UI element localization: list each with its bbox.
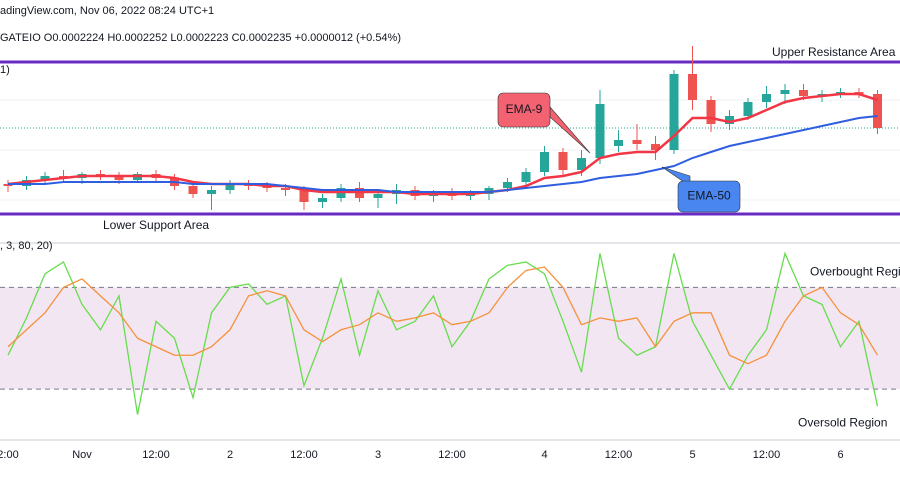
candle-body — [114, 176, 124, 180]
indicator-legend: , 3, 80, 20) — [0, 240, 53, 252]
candle-body — [780, 90, 790, 94]
candle-body — [188, 186, 198, 194]
callout-label: EMA-9 — [506, 102, 543, 116]
candle-body — [577, 158, 586, 170]
callout-box — [497, 92, 551, 128]
ema-line — [8, 115, 878, 193]
indicator-legend: 1) — [0, 64, 10, 76]
x-tick-label: 12:00 — [605, 449, 633, 461]
candle-body — [799, 90, 808, 96]
candle-body — [503, 182, 512, 188]
candle-body — [281, 188, 290, 190]
header-quote: GATEIO O0.0002224 H0.0002252 L0.0002223 … — [0, 32, 401, 44]
range-band — [0, 287, 900, 390]
candle-body — [373, 194, 383, 198]
x-tick-label: 12:00 — [142, 449, 170, 461]
x-tick-label: 3 — [375, 449, 381, 461]
oscillator-line — [7, 251, 879, 415]
x-tick-label: Nov — [72, 449, 92, 461]
candle-body — [614, 140, 623, 146]
candle-body — [632, 140, 642, 144]
x-tick-label: 5 — [689, 449, 695, 461]
candle-body — [207, 190, 216, 194]
callout-label: EMA-50 — [687, 189, 731, 203]
ema-line — [7, 92, 878, 196]
candle-body — [595, 104, 605, 158]
level-label: Oversold Region — [798, 415, 887, 429]
x-tick-label: 12:00 — [753, 449, 781, 461]
x-tick-label: 12:00 — [290, 449, 318, 461]
candle-body — [318, 198, 327, 202]
candle-body — [558, 152, 568, 170]
candle-body — [521, 172, 531, 182]
x-tick-label: 12:00 — [438, 449, 466, 461]
candle-body — [540, 152, 549, 172]
x-tick-label: 4 — [541, 449, 547, 461]
level-label: Overbought Region — [810, 265, 900, 279]
candle-body — [725, 116, 734, 124]
callout-box — [677, 180, 741, 213]
candle-body — [669, 74, 679, 150]
level-label: Upper Resistance Area — [772, 45, 896, 59]
x-tick-label: 6 — [837, 449, 843, 461]
x-tick-label: 2:00 — [0, 449, 19, 461]
candle-body — [706, 100, 716, 124]
candle-body — [299, 190, 309, 202]
candle-body — [40, 176, 50, 180]
candle-body — [651, 144, 660, 150]
candle-body — [873, 94, 882, 128]
level-label: Lower Support Area — [103, 218, 209, 232]
candle-body — [688, 74, 697, 100]
x-tick-label: 2 — [227, 449, 233, 461]
candle-body — [225, 184, 235, 190]
oscillator-line — [7, 266, 879, 365]
candle-body — [743, 102, 753, 116]
header-source: adingView.com, Nov 06, 2022 08:24 UTC+1 — [0, 5, 214, 17]
candle-body — [762, 94, 771, 102]
